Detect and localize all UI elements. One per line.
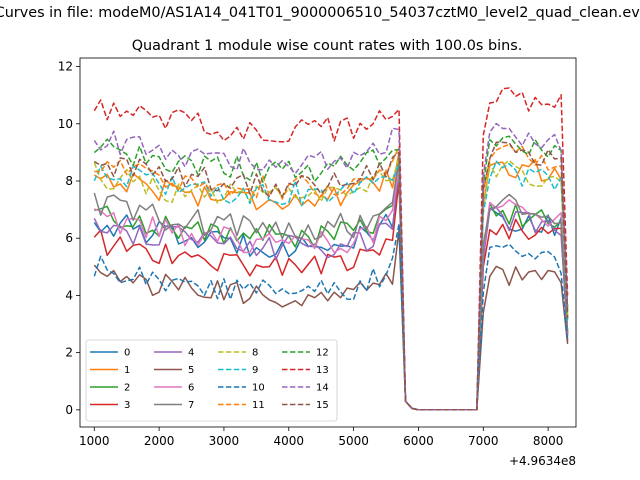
series-line-11: [94, 143, 569, 411]
x-tick-label: 8000: [533, 434, 564, 448]
series-layer: [93, 87, 569, 411]
series-line-13: [93, 87, 569, 411]
legend-label-5: 5: [188, 365, 194, 376]
legend-label-3: 3: [124, 400, 130, 411]
x-tick-label: 7000: [468, 434, 499, 448]
y-tick-label: 8: [65, 174, 73, 188]
x-tick-label: 3000: [209, 434, 240, 448]
series-line-14: [93, 122, 569, 411]
series-line-10: [93, 223, 569, 411]
legend-label-1: 1: [124, 365, 130, 376]
legend-label-12: 12: [316, 348, 329, 359]
x-tick-label: 2000: [144, 434, 175, 448]
y-tick-label: 10: [58, 117, 73, 131]
y-tick-label: 6: [65, 231, 73, 245]
legend-label-11: 11: [252, 400, 265, 411]
legend-label-13: 13: [316, 365, 329, 376]
legend-label-14: 14: [316, 383, 329, 394]
legend-label-7: 7: [188, 400, 194, 411]
legend-label-0: 0: [124, 348, 130, 359]
x-tick-label: 6000: [403, 434, 434, 448]
chart-title: Quadrant 1 module wise count rates with …: [132, 38, 523, 54]
series-line-7: [93, 157, 569, 411]
legend-label-8: 8: [252, 348, 258, 359]
legend-label-15: 15: [316, 400, 329, 411]
x-tick-label: 5000: [338, 434, 369, 448]
legend-label-10: 10: [252, 383, 265, 394]
legend-label-2: 2: [124, 383, 130, 394]
axes-frame: [79, 57, 577, 428]
legend-label-6: 6: [188, 383, 194, 394]
series-line-12: [93, 135, 569, 411]
x-axis: 1000 2000 3000 4000 5000 6000 7000 8000: [79, 427, 563, 448]
plot-area: 1000 2000 3000 4000 5000 6000 7000 8000 0246810…: [58, 57, 577, 468]
figure-suptitle: Curves in file: modeM0/AS1A14_041T01_900…: [0, 5, 640, 21]
x-tick-label: 1000: [79, 434, 110, 448]
series-line-9: [93, 160, 569, 411]
y-tick-label: 0: [65, 403, 73, 417]
y-tick-label: 4: [65, 288, 73, 302]
y-axis: 0 2 4 6 8 10 12: [58, 60, 80, 417]
x-tick-label: 4000: [274, 434, 305, 448]
series-line-8: [93, 157, 569, 411]
legend-label-9: 9: [252, 365, 258, 376]
y-tick-label: 2: [65, 346, 73, 360]
series-line-6: [94, 168, 569, 411]
y-tick-label: 12: [58, 60, 73, 74]
legend-box: [85, 339, 338, 422]
series-line-5: [93, 228, 569, 411]
series-line-15: [93, 141, 569, 411]
legend-label-4: 4: [188, 348, 194, 359]
x-offset-text: +4.9634e8: [509, 454, 576, 468]
